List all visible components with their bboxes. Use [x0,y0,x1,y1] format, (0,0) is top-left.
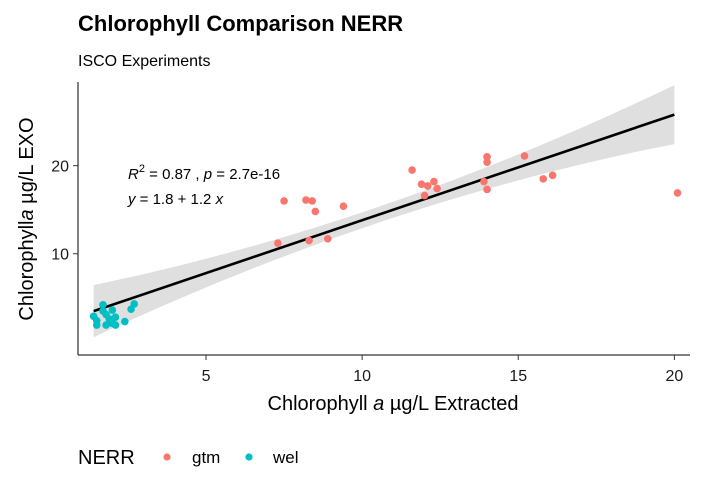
r2-label: R [128,166,139,183]
point-gtm [420,191,429,200]
y-tick-label: 20 [51,159,69,176]
point-gtm [274,239,282,247]
point-gtm [483,158,491,166]
point-gtm [539,175,548,183]
point-gtm [323,234,332,243]
confidence-band-layer [93,85,675,338]
x-axis-label-italic: a [373,393,384,415]
point-gtm [433,184,441,193]
x-axis-label: Chlorophyll a µg/L Extracted [268,393,519,415]
legend: NERR gtm wel [78,447,299,469]
point-gtm [548,171,557,180]
regression-line [93,113,675,313]
y-axis-label: Chlorophylla µg/L EXO [16,117,38,320]
y-axis-label-post: µg/L EXO [16,117,38,209]
point-gtm [408,166,416,174]
x-axis-label-pre: Chlorophyll [268,393,374,415]
confidence-band [93,85,675,338]
y-axis-label-italic: a [16,209,38,220]
point-wel [111,313,120,321]
point-gtm [311,207,320,216]
x-tick-label: 15 [509,368,527,385]
chart-subtitle: ISCO Experiments [78,53,210,70]
legend-key-wel [245,453,253,461]
legend-title: NERR [78,447,135,469]
point-wel [108,306,117,314]
r2-value: = 0.87 , [145,166,204,183]
legend-label-gtm: gtm [192,448,220,467]
point-wel [99,301,107,309]
regression-equation: y = 1.8 + 1.2 x [127,191,224,208]
point-gtm [308,197,316,205]
equation-mid: = 1.8 + 1.2 [136,191,216,208]
point-gtm [520,152,529,160]
point-wel [130,300,139,308]
equation-x: x [215,191,224,208]
point-gtm [339,202,348,210]
regression-line-layer [93,113,675,313]
point-gtm [280,197,288,205]
p-label: p [203,166,212,183]
point-wel [111,321,120,329]
point-gtm [483,185,491,194]
point-gtm [673,189,682,197]
point-gtm [305,236,313,245]
x-axis-label-post: µg/L Extracted [384,393,518,415]
legend-key-gtm [163,453,171,461]
stats-annotation-line1: R2 = 0.87 , p = 2.7e-16 [128,163,280,183]
point-wel [121,317,129,326]
point-gtm [423,182,432,190]
point-gtm [302,196,310,204]
x-tick-label: 10 [353,368,371,385]
point-wel [92,321,101,329]
chart-title: Chlorophyll Comparison NERR [78,11,403,36]
y-axis-label-pre: Chlorophyll [16,221,38,321]
equation-y: y [127,191,137,208]
point-gtm [480,177,488,186]
point-wel [102,321,110,329]
x-tick-label: 20 [665,368,683,385]
data-points-layer [89,152,682,329]
r2-superscript: 2 [139,163,145,175]
x-tick-label: 5 [202,368,211,385]
axes: 5 10 15 20 10 20 [51,82,690,385]
p-value: = 2.7e-16 [212,166,280,183]
legend-label-wel: wel [272,448,299,467]
y-tick-label: 10 [51,247,69,264]
point-gtm [430,177,438,186]
point-gtm [417,180,426,188]
point-gtm [483,153,491,161]
